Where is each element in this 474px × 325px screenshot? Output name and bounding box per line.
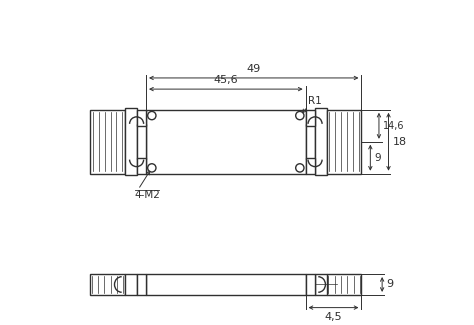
Text: 49: 49 (246, 64, 261, 74)
Text: 18: 18 (392, 137, 407, 147)
Bar (125, 274, 137, 295)
Bar (90, 274, 125, 295)
Bar (306, 110, 315, 126)
Bar (327, 110, 361, 174)
Bar (146, 110, 306, 174)
Text: 14,6: 14,6 (383, 121, 404, 131)
Bar (315, 108, 327, 175)
Bar (327, 274, 361, 295)
Text: 4,5: 4,5 (325, 312, 342, 322)
Bar (137, 274, 146, 295)
Text: 4-M2: 4-M2 (135, 189, 161, 200)
Text: 9: 9 (386, 280, 393, 290)
Bar (306, 274, 315, 295)
Bar (306, 158, 315, 174)
Bar (315, 274, 327, 295)
Bar (90, 110, 125, 174)
Bar (125, 108, 137, 175)
Text: 45,6: 45,6 (213, 75, 238, 85)
Bar (306, 124, 315, 159)
Text: 9: 9 (374, 153, 381, 163)
Bar (137, 124, 146, 159)
Bar (137, 158, 146, 174)
Text: R1: R1 (308, 96, 321, 106)
Bar (137, 110, 146, 126)
Bar (146, 274, 306, 295)
